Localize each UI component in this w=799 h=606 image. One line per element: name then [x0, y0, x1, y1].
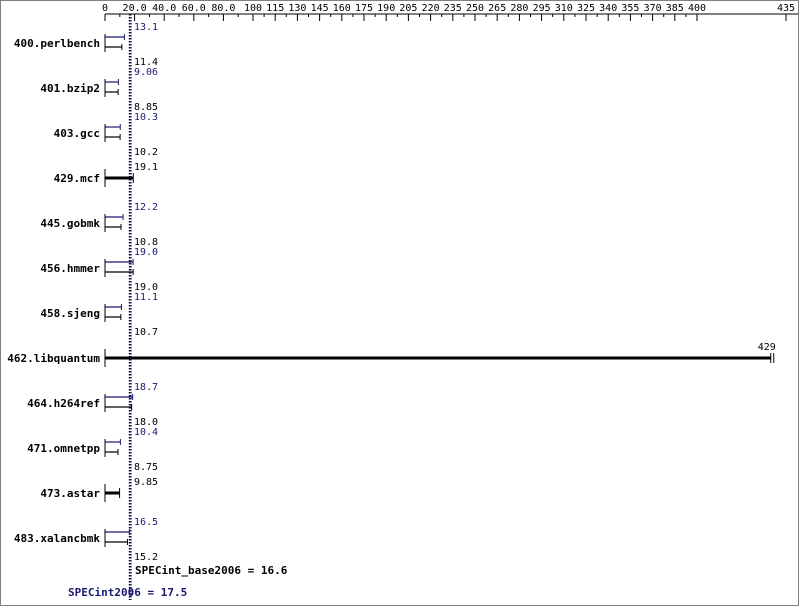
peak-value-label: 12.2: [134, 202, 158, 213]
peak-value-label: 10.3: [134, 112, 158, 123]
peak-value-label: 9.06: [134, 67, 158, 78]
base-value-label: 8.85: [134, 102, 158, 113]
base-value-label: 15.2: [134, 552, 158, 563]
benchmark-label: 400.perlbench: [14, 37, 100, 50]
base-value-label: 19.1: [134, 162, 158, 173]
x-tick-label: 370: [644, 3, 662, 14]
x-tick-label: 325: [577, 3, 595, 14]
x-tick-label: 20.0: [123, 3, 147, 14]
x-tick-label: 295: [533, 3, 551, 14]
base-bar: [105, 176, 134, 180]
x-tick-label: 435: [777, 3, 795, 14]
x-tick-label: 265: [488, 3, 506, 14]
x-tick-label: 100: [244, 3, 262, 14]
x-axis: 0 20.0 40.0 60.0 80.0 100 115 130 145 160 175 190 20…: [102, 3, 798, 21]
labels: 400.perlbench 13.1 11.4 401.bzip2 9.06 8.85 40…: [7, 22, 775, 599]
x-tick-label: 190: [377, 3, 395, 14]
base-value-label: 429: [758, 342, 776, 353]
summary-peak-label: SPECint2006 = 17.5: [68, 586, 187, 599]
x-tick-label: 220: [422, 3, 440, 14]
peak-value-label: 18.7: [134, 382, 158, 393]
base-bar: [105, 491, 120, 495]
base-value-label: 10.7: [134, 327, 158, 338]
peak-value-label: 11.1: [134, 292, 158, 303]
x-tick-label: 160: [333, 3, 351, 14]
benchmark-label: 445.gobmk: [40, 217, 100, 230]
x-tick-label: 80.0: [211, 3, 235, 14]
base-bar: [105, 356, 771, 360]
base-value-label: 9.85: [134, 477, 158, 488]
x-tick-label: 115: [266, 3, 284, 14]
base-value-label: 18.0: [134, 417, 158, 428]
benchmark-label: 458.sjeng: [40, 307, 100, 320]
peak-value-label: 10.4: [134, 427, 158, 438]
base-value-label: 10.8: [134, 237, 158, 248]
x-tick-label: 340: [599, 3, 617, 14]
x-tick-label: 280: [510, 3, 528, 14]
benchmark-label: 462.libquantum: [7, 352, 100, 365]
x-tick-label: 175: [355, 3, 373, 14]
benchmark-label: 456.hmmer: [40, 262, 100, 275]
x-tick-label: 40.0: [152, 3, 176, 14]
base-value-label: 19.0: [134, 282, 158, 293]
summary-base-label: SPECint_base2006 = 16.6: [135, 564, 288, 577]
x-tick-label: 145: [311, 3, 329, 14]
x-tick-label: 250: [466, 3, 484, 14]
base-value-label: 11.4: [134, 57, 158, 68]
benchmark-label: 429.mcf: [54, 172, 100, 185]
base-value-label: 8.75: [134, 462, 158, 473]
benchmark-label: 483.xalancbmk: [14, 532, 100, 545]
x-tick-label: 310: [555, 3, 573, 14]
peak-value-label: 13.1: [134, 22, 158, 33]
x-tick-label: 205: [399, 3, 417, 14]
benchmark-label: 403.gcc: [54, 127, 100, 140]
x-tick-label: 400: [688, 3, 706, 14]
benchmark-label: 473.astar: [40, 487, 100, 500]
benchmark-label: 471.omnetpp: [27, 442, 100, 455]
peak-value-label: 19.0: [134, 247, 158, 258]
benchmark-label: 401.bzip2: [40, 82, 100, 95]
x-tick-label: 385: [666, 3, 684, 14]
bars: [104, 34, 775, 547]
x-tick-label: 355: [621, 3, 639, 14]
x-tick-label: 130: [288, 3, 306, 14]
x-tick-label: 235: [444, 3, 462, 14]
peak-value-label: 16.5: [134, 517, 158, 528]
x-tick-label: 0: [102, 3, 108, 14]
benchmark-label: 464.h264ref: [27, 397, 100, 410]
base-value-label: 10.2: [134, 147, 158, 158]
x-tick-label: 60.0: [182, 3, 206, 14]
